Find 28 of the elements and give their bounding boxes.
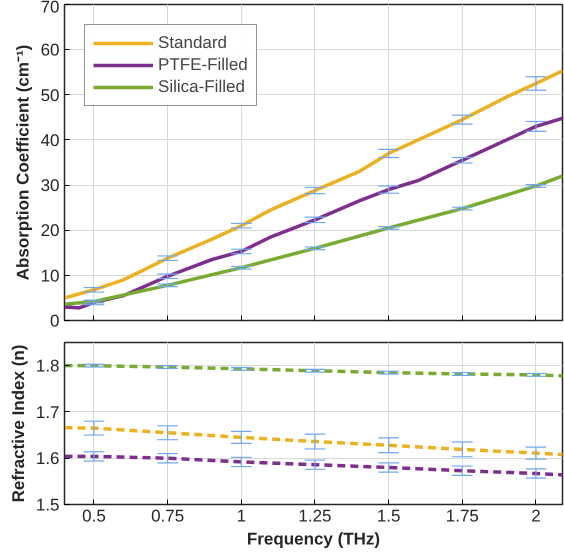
- line-series: [64, 69, 562, 300]
- legend-label: Standard: [158, 33, 227, 53]
- y-tick-label: 40: [40, 130, 60, 150]
- legend-label: Silica-Filled: [158, 77, 245, 97]
- y-tick-label: 1.7: [36, 402, 60, 422]
- y-tick-label: 10: [40, 266, 60, 286]
- x-tick-label: 1.75: [446, 506, 479, 526]
- y-tick-label: 30: [40, 176, 60, 196]
- line-series: [64, 426, 562, 456]
- line-series: [64, 364, 562, 378]
- y-tick-label: 70: [40, 0, 60, 16]
- y-tick-label: 60: [40, 40, 60, 60]
- y-tick-label: 50: [40, 86, 60, 105]
- x-axis-title: Frequency (THz): [246, 530, 380, 548]
- x-tick-label: 1: [236, 506, 246, 526]
- x-tick-label: 0.5: [82, 506, 106, 526]
- y-tick-label: 1.8: [36, 356, 60, 376]
- y-tick-label: 0: [50, 312, 60, 330]
- y-tick-label: 20: [40, 221, 60, 240]
- x-tick-label: 0.75: [151, 506, 184, 526]
- x-tick-label: 1.5: [376, 506, 400, 526]
- y-axis-title: Absorption Coefficient (cm⁻¹): [14, 44, 33, 280]
- x-tick-label: 2: [531, 506, 541, 526]
- y-axis-title: Refractive Index (n): [8, 344, 28, 502]
- line-series: [64, 454, 562, 477]
- x-tick-label: 1.25: [298, 506, 332, 526]
- legend-label: PTFE-Filled: [158, 55, 248, 75]
- y-tick-label: 1.6: [36, 449, 60, 468]
